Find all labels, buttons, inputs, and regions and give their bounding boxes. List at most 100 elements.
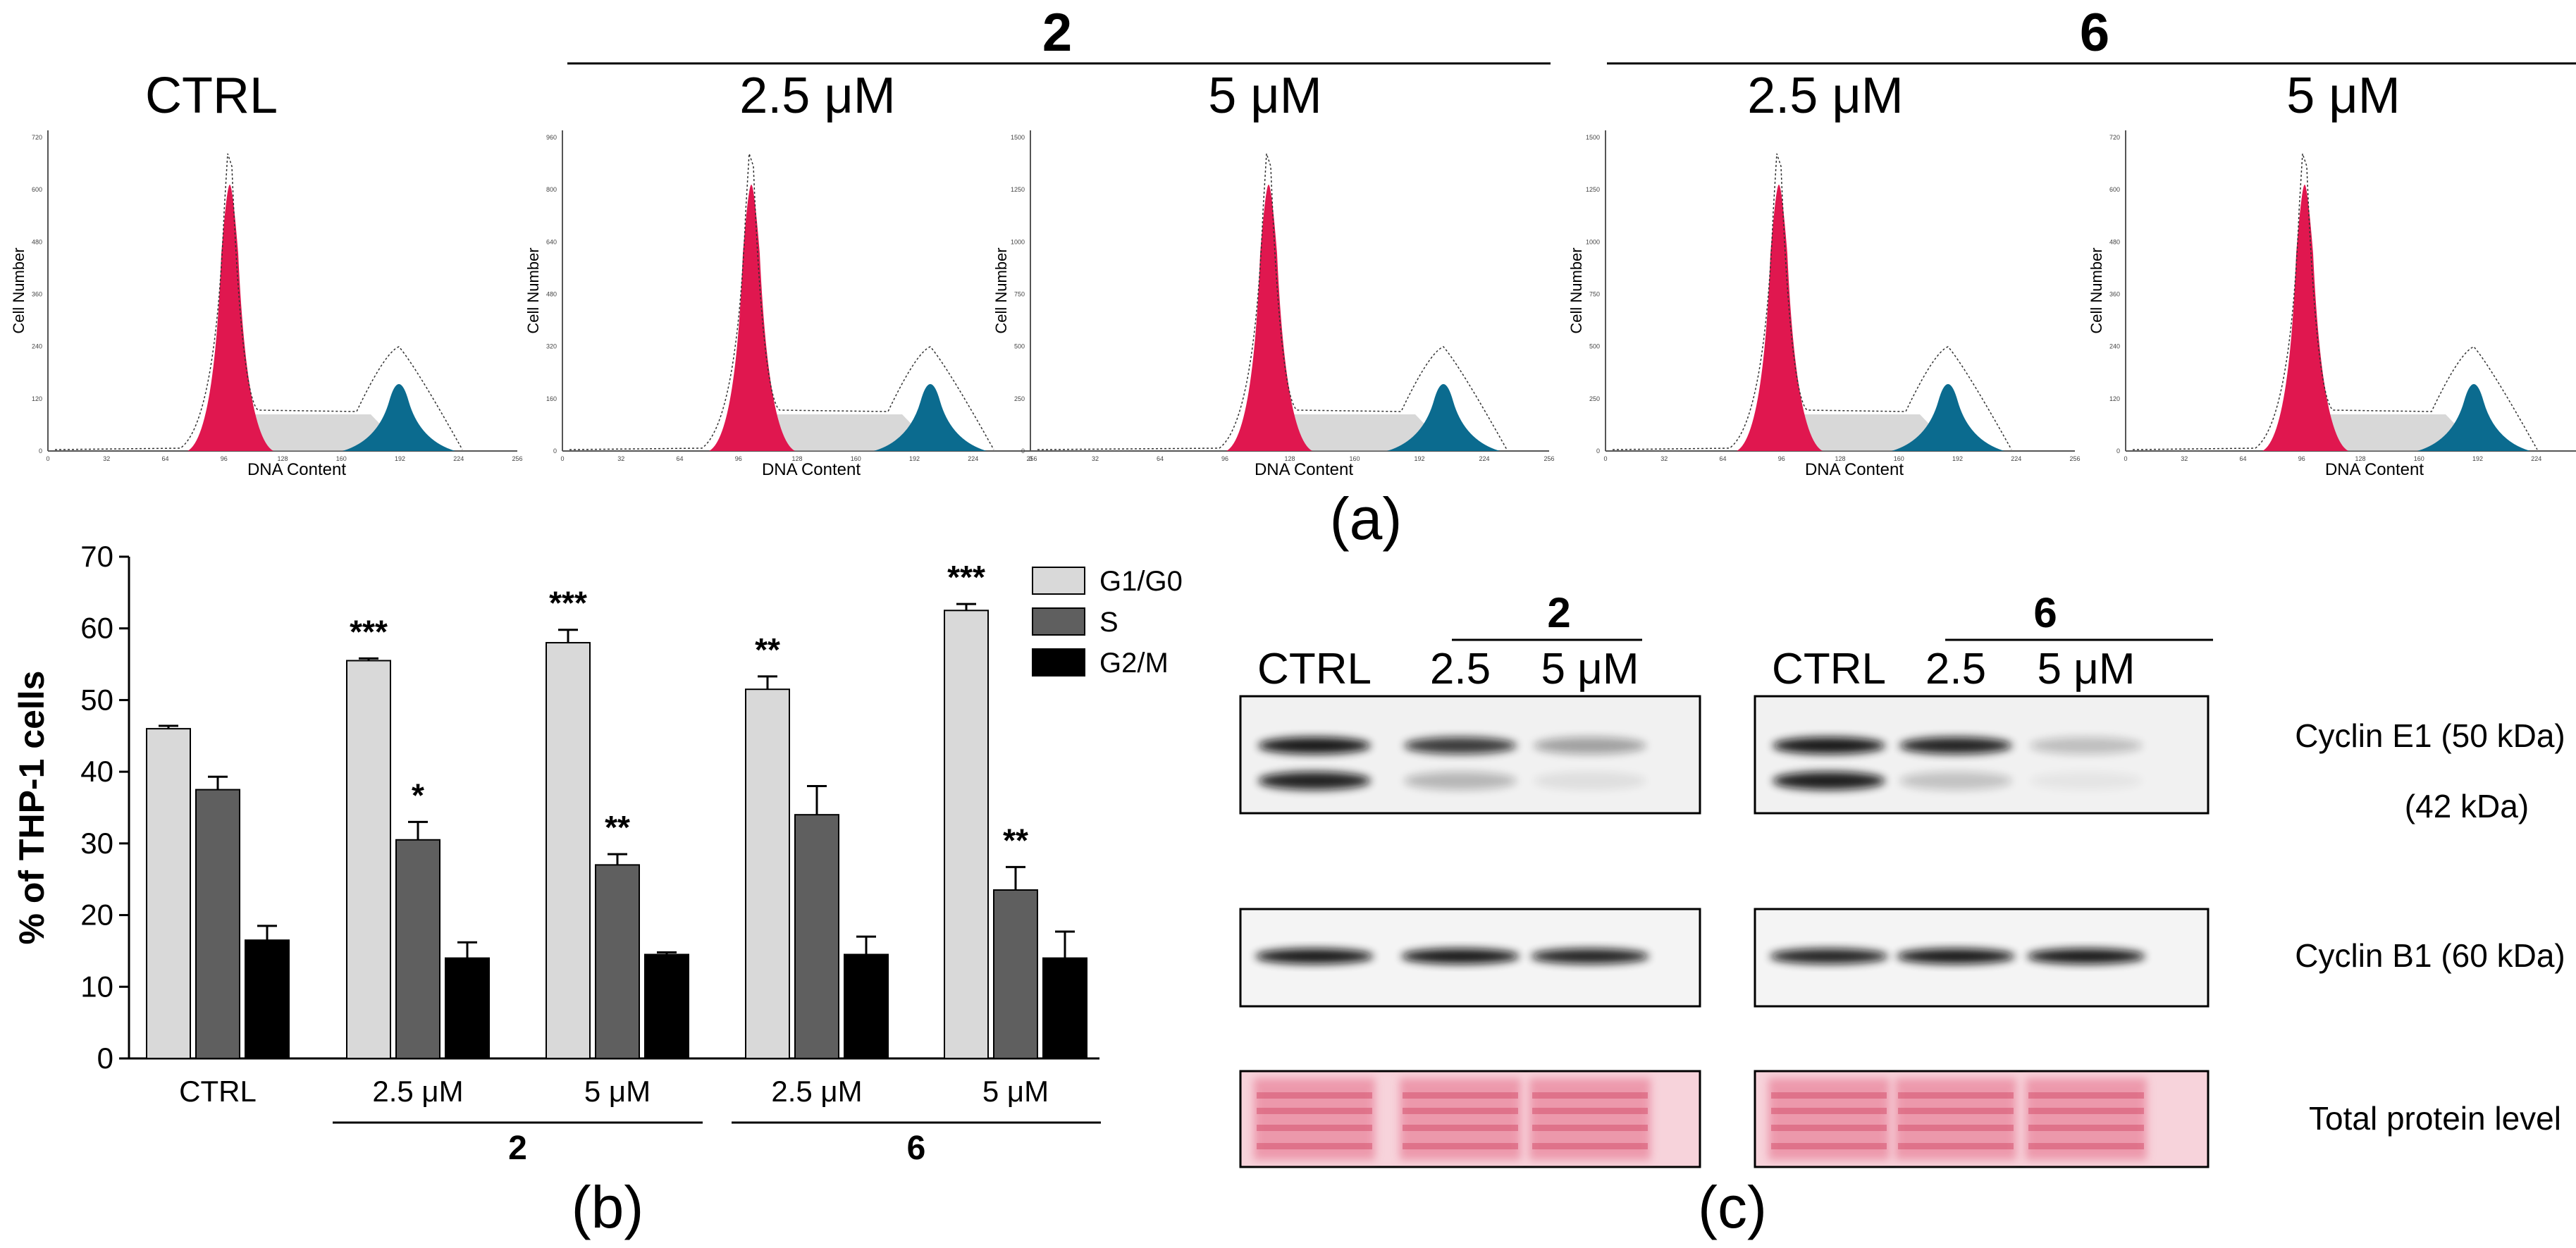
blot-total-protein-band bbox=[1257, 1092, 1372, 1099]
blot-group-2: 2 CTRL 2.5 5 μM bbox=[1239, 589, 1701, 1168]
significance-marker: ** bbox=[605, 809, 630, 846]
histogram-y-tick: 750 bbox=[1014, 291, 1025, 298]
legend-label: S bbox=[1099, 607, 1118, 638]
legend-swatch bbox=[1032, 648, 1085, 676]
blot-total-protein-band bbox=[1257, 1108, 1372, 1114]
blot-total-protein-band bbox=[1771, 1125, 1887, 1131]
histogram-fit-trace bbox=[569, 153, 994, 450]
legend-label: G1/G0 bbox=[1099, 566, 1183, 597]
bar-g1g0 bbox=[944, 610, 989, 1059]
histogram-y-tick: 750 bbox=[1589, 291, 1600, 298]
histogram-y-tick: 240 bbox=[32, 343, 42, 350]
histogram-3: 5 μM 0 250 500 750 1000 1250 1500 0 32 64 96 128 160 1… bbox=[992, 68, 1555, 479]
histogram-g1-peak bbox=[709, 185, 795, 451]
histogram-y-label: Cell Number bbox=[992, 247, 1010, 333]
histogram-x-tick: 0 bbox=[2124, 455, 2127, 462]
histogram-fit-trace bbox=[54, 153, 463, 450]
blot-total-protein-band bbox=[1257, 1125, 1372, 1131]
histogram-y-tick: 600 bbox=[32, 186, 42, 193]
y-tick-label: 70 bbox=[80, 540, 113, 573]
x-category-label: 5 μM bbox=[584, 1075, 651, 1108]
histogram-x-tick: 64 bbox=[161, 455, 168, 462]
blot-lane-label: CTRL bbox=[1257, 645, 1372, 693]
histogram-y-tick: 1500 bbox=[1011, 134, 1025, 141]
histogram-g2-peak bbox=[874, 384, 987, 451]
bar-g1g0 bbox=[146, 728, 191, 1059]
blot-total-protein-band bbox=[1898, 1092, 2014, 1099]
panel-c-label: (c) bbox=[1698, 1174, 1767, 1240]
histogram-x-tick: 160 bbox=[1894, 455, 1904, 462]
blot-band-cyclin-b1 bbox=[2027, 949, 2145, 964]
histogram-title: CTRL bbox=[145, 68, 278, 124]
blot-total-protein-band bbox=[1257, 1143, 1372, 1149]
histogram-x-tick: 128 bbox=[2355, 455, 2365, 462]
significance-marker: * bbox=[412, 777, 424, 813]
histogram-x-tick: 32 bbox=[2181, 455, 2188, 462]
histogram-y-tick: 250 bbox=[1014, 395, 1025, 402]
blot-band-cyclin-e1-50kda bbox=[1258, 737, 1371, 754]
y-tick-label: 40 bbox=[80, 755, 113, 788]
blot-total-protein-band bbox=[1898, 1143, 2014, 1149]
bar-g2m bbox=[844, 953, 889, 1059]
histogram-5: 5 μM 0 120 240 360 480 600 720 0 32 64 96 128 160 192 2… bbox=[2088, 68, 2576, 479]
histogram-x-label: DNA Content bbox=[1805, 460, 1904, 479]
histogram-y-tick: 480 bbox=[2109, 238, 2120, 245]
blot-total-protein-band bbox=[1771, 1108, 1887, 1114]
histogram-x-tick: 192 bbox=[1414, 455, 1424, 462]
histogram-x-tick: 64 bbox=[676, 455, 683, 462]
histogram-x-tick: 224 bbox=[1479, 455, 1489, 462]
x-category-label: 2.5 μM bbox=[771, 1075, 862, 1108]
histogram-fit-trace bbox=[1037, 153, 1508, 450]
blot-lane-label: CTRL bbox=[1772, 645, 1886, 693]
histogram-y-tick: 500 bbox=[1014, 343, 1025, 350]
histogram-x-tick: 32 bbox=[103, 455, 110, 462]
significance-marker: *** bbox=[350, 613, 388, 650]
blot-total-protein-band bbox=[1898, 1125, 2014, 1131]
histogram-y-tick: 960 bbox=[546, 134, 557, 141]
histogram-g2-peak bbox=[2417, 384, 2530, 451]
y-tick-label: 50 bbox=[80, 683, 113, 716]
blot-band-cyclin-e1-42kda bbox=[1534, 772, 1646, 790]
legend-swatch bbox=[1032, 567, 1085, 595]
histogram-y-tick: 640 bbox=[546, 238, 557, 245]
blot-row-label: (42 kDa) bbox=[2405, 788, 2529, 824]
y-axis-label: % of THP-1 cells bbox=[12, 671, 51, 945]
histogram-x-tick: 160 bbox=[336, 455, 347, 462]
histogram-x-tick: 128 bbox=[277, 455, 288, 462]
histogram-fit-trace bbox=[2132, 153, 2538, 450]
histogram-y-tick: 0 bbox=[39, 447, 42, 455]
histogram-x-tick: 64 bbox=[1719, 455, 1726, 462]
y-tick-label: 10 bbox=[80, 970, 113, 1003]
histogram-x-tick: 160 bbox=[1349, 455, 1360, 462]
blot-total-protein-band bbox=[1771, 1092, 1887, 1099]
histogram-y-tick: 480 bbox=[32, 238, 42, 245]
blot-band-cyclin-e1-42kda bbox=[1899, 772, 2012, 790]
histogram-y-tick: 1000 bbox=[1011, 238, 1025, 245]
y-tick-label: 30 bbox=[80, 827, 113, 860]
histogram-y-label: Cell Number bbox=[524, 247, 542, 333]
bar-g2m bbox=[644, 953, 689, 1059]
histogram-g1-peak bbox=[187, 185, 273, 451]
panel-a-histograms: 2 6 CTRL 0 120 240 360 480 600 720 0 32 64 96 128 160 19… bbox=[10, 3, 2576, 479]
histogram-x-tick: 192 bbox=[2472, 455, 2483, 462]
blot-band-cyclin-e1-42kda bbox=[1773, 772, 1885, 790]
histogram-x-tick: 256 bbox=[512, 455, 522, 462]
histogram-x-tick: 0 bbox=[46, 455, 49, 462]
histogram-title: 5 μM bbox=[1208, 68, 1322, 124]
histogram-x-tick: 96 bbox=[735, 455, 742, 462]
histogram-y-tick: 1250 bbox=[1011, 186, 1025, 193]
blot-total-protein-band bbox=[1403, 1092, 1518, 1099]
group-header-label: 6 bbox=[2080, 3, 2109, 63]
blot-group-label: 2 bbox=[1547, 589, 1570, 636]
group-header-label: 2 bbox=[1042, 3, 1072, 63]
blot-total-protein-band bbox=[2028, 1092, 2144, 1099]
blot-band-cyclin-b1 bbox=[1255, 949, 1374, 964]
blot-band-cyclin-b1 bbox=[1401, 949, 1520, 964]
blot-group-6: 6 CTRL 2.5 5 μM bbox=[1754, 589, 2213, 1168]
blot-cyclin-e1-membrane bbox=[1754, 695, 2210, 815]
histogram-y-tick: 0 bbox=[553, 447, 557, 455]
histogram-y-tick: 1500 bbox=[1586, 134, 1600, 141]
histogram-x-tick: 224 bbox=[2011, 455, 2021, 462]
significance-marker: ** bbox=[1003, 822, 1028, 858]
bar-g2m bbox=[445, 957, 490, 1059]
